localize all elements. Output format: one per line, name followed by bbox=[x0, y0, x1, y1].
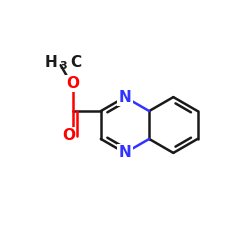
Text: N: N bbox=[118, 146, 132, 160]
Text: O: O bbox=[62, 128, 75, 143]
Text: C: C bbox=[70, 56, 81, 70]
Text: N: N bbox=[119, 90, 132, 104]
Text: H: H bbox=[45, 56, 58, 70]
Text: O: O bbox=[66, 76, 80, 91]
Text: 3: 3 bbox=[60, 62, 67, 72]
